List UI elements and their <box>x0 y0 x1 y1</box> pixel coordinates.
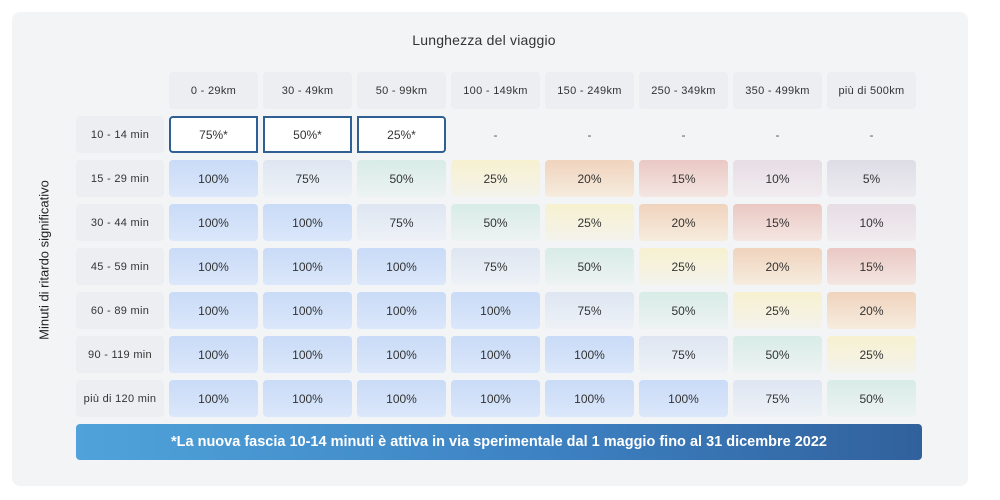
rate-cell: 5% <box>827 160 916 197</box>
row-header: 60 - 89 min <box>76 292 164 329</box>
rate-cell: 100% <box>545 336 634 373</box>
table-title: Lunghezza del viaggio <box>412 32 556 48</box>
rate-cell: 100% <box>169 380 258 417</box>
rate-cell: 20% <box>827 292 916 329</box>
row-header: 15 - 29 min <box>76 160 164 197</box>
row-header: 10 - 14 min <box>76 116 164 153</box>
rate-cell: 50% <box>451 204 540 241</box>
rate-cell: 100% <box>169 160 258 197</box>
experimental-note-banner: *La nuova fascia 10-14 minuti è attiva i… <box>76 424 922 460</box>
rate-cell: 25% <box>827 336 916 373</box>
rate-cell: 100% <box>263 292 352 329</box>
rate-cell: 100% <box>263 380 352 417</box>
rate-cell: 100% <box>639 380 728 417</box>
rate-cell: 100% <box>357 248 446 285</box>
column-header: più di 500km <box>827 72 916 109</box>
rate-cell: 100% <box>263 336 352 373</box>
experimental-rate-cell: 25%* <box>357 116 446 153</box>
empty-rate-cell: - <box>869 127 874 142</box>
compensation-table: 0 - 29km 30 - 49km 50 - 99km 100 - 149km 150… <box>76 72 916 417</box>
experimental-rate-cell: 50%* <box>263 116 352 153</box>
rate-cell: 25% <box>733 292 822 329</box>
rate-cell: 50% <box>639 292 728 329</box>
rate-cell: 50% <box>827 380 916 417</box>
rate-cell: 20% <box>733 248 822 285</box>
rate-cell: 15% <box>733 204 822 241</box>
row-axis-label: Minuti di ritardo significativo <box>36 180 52 340</box>
column-header: 50 - 99km <box>357 72 446 109</box>
rate-cell: 75% <box>733 380 822 417</box>
empty-rate-cell: - <box>681 127 686 142</box>
rate-cell: 100% <box>169 204 258 241</box>
rate-cell: 50% <box>733 336 822 373</box>
rate-cell: 100% <box>169 248 258 285</box>
rate-cell: 15% <box>827 248 916 285</box>
column-header: 150 - 249km <box>545 72 634 109</box>
rate-cell: 75% <box>451 248 540 285</box>
row-header: più di 120 min <box>76 380 164 417</box>
empty-rate-cell: - <box>587 127 592 142</box>
rate-cell: 75% <box>263 160 352 197</box>
rate-cell: 100% <box>451 292 540 329</box>
rate-cell: 100% <box>451 336 540 373</box>
row-header: 90 - 119 min <box>76 336 164 373</box>
table-corner <box>76 72 164 109</box>
rate-cell: 10% <box>733 160 822 197</box>
rate-cell: 25% <box>545 204 634 241</box>
rate-cell: 25% <box>451 160 540 197</box>
rate-cell: 100% <box>169 336 258 373</box>
empty-rate-cell: - <box>493 127 498 142</box>
rate-cell: 75% <box>545 292 634 329</box>
rate-cell: 75% <box>357 204 446 241</box>
rate-cell: 100% <box>545 380 634 417</box>
rate-cell: 100% <box>263 204 352 241</box>
rate-cell: 10% <box>827 204 916 241</box>
rate-cell: 50% <box>545 248 634 285</box>
row-header: 45 - 59 min <box>76 248 164 285</box>
row-header: 30 - 44 min <box>76 204 164 241</box>
rate-cell: 20% <box>545 160 634 197</box>
column-header: 250 - 349km <box>639 72 728 109</box>
rate-cell: 100% <box>357 292 446 329</box>
rate-cell: 100% <box>263 248 352 285</box>
experimental-rate-cell: 75%* <box>169 116 258 153</box>
rate-cell: 25% <box>639 248 728 285</box>
empty-rate-cell: - <box>775 127 780 142</box>
column-header: 30 - 49km <box>263 72 352 109</box>
rate-cell: 20% <box>639 204 728 241</box>
rate-cell: 100% <box>357 336 446 373</box>
rate-cell: 100% <box>451 380 540 417</box>
rate-cell: 50% <box>357 160 446 197</box>
column-header: 100 - 149km <box>451 72 540 109</box>
rate-cell: 15% <box>639 160 728 197</box>
column-header: 0 - 29km <box>169 72 258 109</box>
column-header: 350 - 499km <box>733 72 822 109</box>
rate-cell: 100% <box>357 380 446 417</box>
rate-cell: 100% <box>169 292 258 329</box>
rate-cell: 75% <box>639 336 728 373</box>
